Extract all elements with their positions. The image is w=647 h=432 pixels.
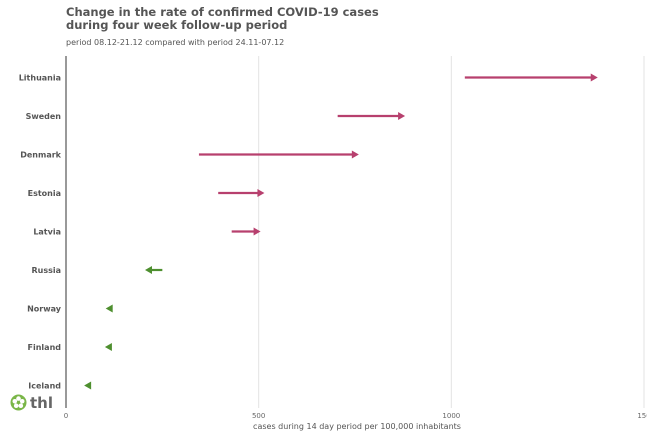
thl-logo: thl <box>10 394 53 411</box>
decrease-arrowhead <box>105 304 113 313</box>
chart-title-line1: Change in the rate of confirmed COVID-19… <box>66 5 379 19</box>
category-label: Sweden <box>26 112 62 121</box>
flower-icon <box>10 394 27 411</box>
increase-arrowhead <box>257 189 265 197</box>
category-label: Estonia <box>28 189 61 198</box>
decrease-arrowhead <box>84 381 92 390</box>
chart-title: Change in the rate of confirmed COVID-19… <box>66 6 486 32</box>
increase-arrowhead <box>253 227 261 236</box>
category-label: Norway <box>27 305 62 314</box>
x-tick-label: 150 <box>637 412 647 420</box>
chart-subtitle: period 08.12-21.12 compared with period … <box>66 38 285 47</box>
gridlines <box>258 56 645 408</box>
category-label: Latvia <box>33 228 61 237</box>
decrease-arrowhead <box>104 343 112 351</box>
x-tick-label: 1000 <box>442 412 460 420</box>
increase-arrowhead <box>351 150 359 159</box>
data-marks <box>84 73 598 390</box>
logo-text: thl <box>30 393 53 412</box>
x-tick-label: 500 <box>252 412 265 420</box>
x-tick-label: 0 <box>64 412 68 420</box>
category-labels: Lithuania Sweden Denmark Estonia Latvia Russi… <box>19 74 62 391</box>
category-label: Denmark <box>20 151 61 160</box>
category-label: Iceland <box>28 382 61 391</box>
x-axis-title: cases during 14 day period per 100,000 i… <box>253 422 461 431</box>
decrease-arrowhead <box>144 266 152 274</box>
increase-arrowhead <box>398 112 406 120</box>
tick-labels: 0 500 1000 150 <box>64 412 647 420</box>
increase-arrowhead <box>590 73 598 82</box>
category-label: Russia <box>31 266 61 275</box>
category-label: Lithuania <box>19 74 61 83</box>
chart-title-line2: during four week follow-up period <box>66 18 288 32</box>
category-label: Finland <box>28 343 62 352</box>
